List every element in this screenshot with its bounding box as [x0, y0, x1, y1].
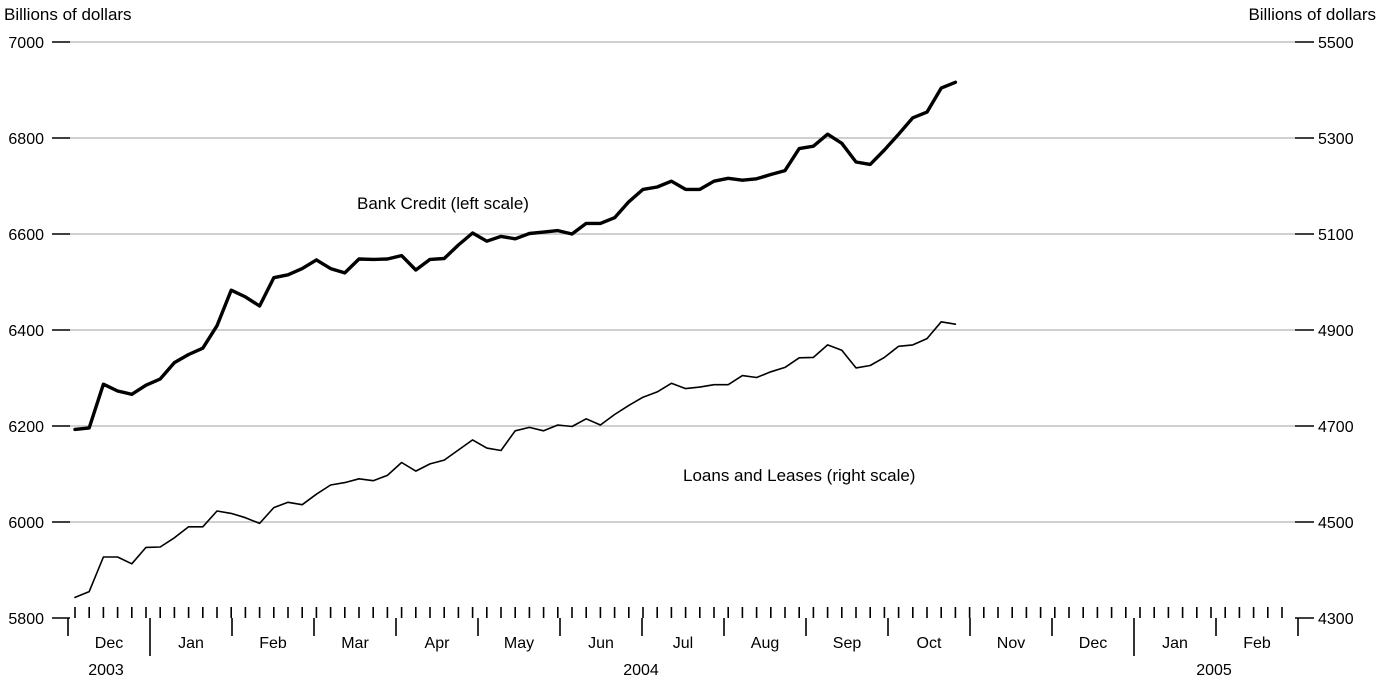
- series-label-bank-credit: Bank Credit (left scale): [357, 194, 529, 213]
- year-label: 2003: [88, 662, 124, 679]
- month-label: Jun: [588, 635, 614, 652]
- right-tick-label: 4300: [1318, 611, 1354, 628]
- month-label: Sep: [833, 635, 862, 652]
- right-tick-label: 4700: [1318, 419, 1354, 436]
- month-label: Apr: [425, 635, 451, 652]
- series-label-loans-leases: Loans and Leases (right scale): [683, 466, 915, 485]
- left-tick-label: 5800: [8, 611, 44, 628]
- axes: 7000 5500 6800 5300 6600 5100 6400 4900 6200 4700…: [8, 35, 1353, 628]
- right-tick-label: 4500: [1318, 515, 1354, 532]
- right-tick-label: 4900: [1318, 323, 1354, 340]
- left-tick-label: 6200: [8, 419, 44, 436]
- month-label: Dec: [95, 635, 123, 652]
- month-label: May: [504, 635, 534, 652]
- right-tick-label: 5300: [1318, 131, 1354, 148]
- right-tick-label: 5100: [1318, 227, 1354, 244]
- month-label: Jan: [1162, 635, 1188, 652]
- month-label: Feb: [1243, 635, 1271, 652]
- month-label: Mar: [341, 635, 369, 652]
- left-tick-label: 6400: [8, 323, 44, 340]
- right-axis-title: Billions of dollars: [1248, 5, 1376, 24]
- left-tick-label: 6800: [8, 131, 44, 148]
- series-line-loans-leases: [74, 320, 957, 599]
- month-label: Oct: [917, 635, 942, 652]
- series-group: [73, 80, 958, 599]
- left-tick-label: 6000: [8, 515, 44, 532]
- month-label: Nov: [997, 635, 1025, 652]
- left-axis-title: Billions of dollars: [4, 5, 132, 24]
- month-label: Jan: [178, 635, 204, 652]
- year-label: 2005: [1196, 662, 1232, 679]
- month-label: Dec: [1079, 635, 1107, 652]
- gridlines: [70, 41, 1295, 523]
- month-label: Aug: [751, 635, 779, 652]
- x-axis: Dec Jan Feb Mar Apr May Jun Jul Aug Sep Oct Nov Dec J…: [67, 607, 1299, 679]
- right-tick-label: 5500: [1318, 35, 1354, 52]
- month-label: Jul: [673, 635, 693, 652]
- left-tick-label: 7000: [8, 35, 44, 52]
- left-tick-label: 6600: [8, 227, 44, 244]
- year-label: 2004: [623, 662, 659, 679]
- series-line-bank-credit: [73, 80, 958, 432]
- month-label: Feb: [259, 635, 287, 652]
